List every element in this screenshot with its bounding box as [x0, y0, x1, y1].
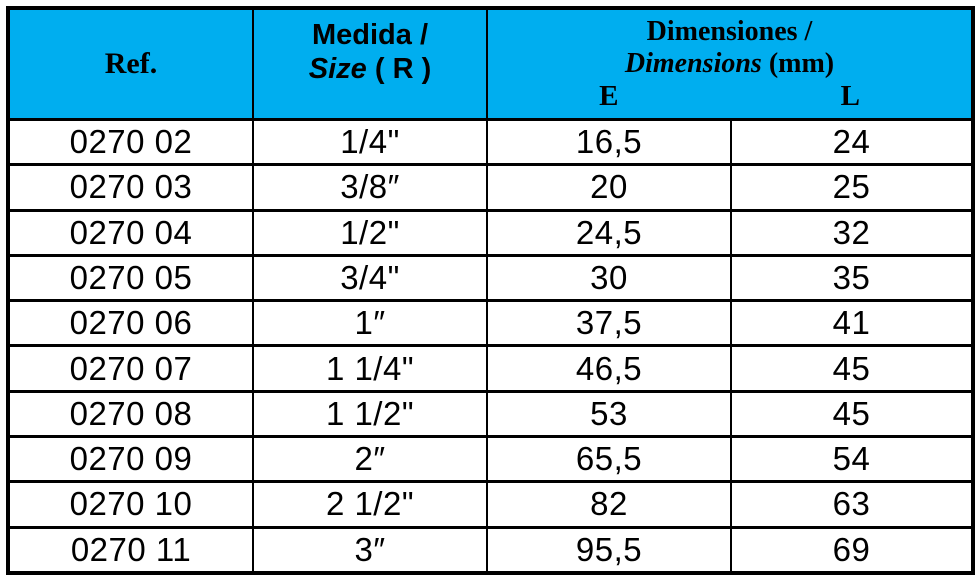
table-row: 0270 11 3″ 95,5 69 — [7, 525, 975, 575]
medida-size-italic: Size — [308, 53, 367, 85]
header-dimensions: Dimensiones / Dimensions (mm) E L — [485, 6, 975, 121]
cell-e: 16,5 — [486, 117, 732, 167]
header-ref: Ref. — [7, 6, 254, 121]
cell-ref: 0270 09 — [7, 434, 254, 484]
cell-size: 3″ — [252, 525, 488, 575]
header-row: Ref. Medida / Size ( R ) Dimensiones / D… — [7, 6, 975, 121]
cell-ref: 0270 07 — [7, 344, 254, 393]
cell-size: 1/4" — [252, 117, 488, 167]
table-row: 0270 02 1/4" 16,5 24 — [7, 117, 975, 167]
cell-ref: 0270 03 — [7, 163, 254, 212]
cell-e: 37,5 — [486, 299, 732, 348]
cell-size: 1″ — [252, 299, 488, 348]
header-medida: Medida / Size ( R ) — [252, 6, 488, 121]
medida-size-suffix: ( R ) — [366, 53, 432, 85]
spec-table: Ref. Medida / Size ( R ) Dimensiones / D… — [6, 6, 976, 575]
subheader-e: E — [599, 80, 619, 112]
cell-ref: 0270 06 — [7, 299, 254, 348]
cell-e: 53 — [486, 389, 732, 438]
table-row: 0270 06 1″ 37,5 41 — [7, 299, 975, 348]
cell-l: 45 — [729, 344, 975, 393]
cell-size: 3/8″ — [252, 163, 488, 212]
cell-l: 69 — [729, 525, 975, 575]
cell-e: 46,5 — [486, 344, 732, 393]
cell-l: 35 — [729, 253, 975, 303]
cell-ref: 0270 08 — [7, 389, 254, 438]
table-row: 0270 09 2″ 65,5 54 — [7, 434, 975, 484]
cell-ref: 0270 04 — [7, 208, 254, 257]
table-row: 0270 08 1 1/2" 53 45 — [7, 389, 975, 438]
dim-line1: Dimensiones / — [646, 16, 813, 47]
cell-ref: 0270 02 — [7, 117, 254, 167]
cell-size: 1 1/2" — [252, 389, 488, 438]
cell-size: 2 1/2" — [252, 480, 488, 529]
medida-line2: Size ( R ) — [254, 52, 486, 86]
dim-line2-italic: Dimensions — [624, 48, 762, 79]
cell-e: 24,5 — [486, 208, 732, 257]
cell-size: 3/4" — [252, 253, 488, 303]
cell-e: 82 — [486, 480, 732, 529]
table-header: Ref. Medida / Size ( R ) Dimensiones / D… — [7, 6, 975, 121]
cell-size: 2″ — [252, 434, 488, 484]
cell-ref: 0270 11 — [7, 525, 254, 575]
table-row: 0270 04 1/2" 24,5 32 — [7, 208, 975, 257]
cell-l: 25 — [729, 163, 975, 212]
cell-l: 24 — [729, 117, 975, 167]
cell-e: 30 — [486, 253, 732, 303]
medida-line1: Medida / — [311, 19, 428, 51]
table-row: 0270 05 3/4" 30 35 — [7, 253, 975, 303]
cell-l: 41 — [729, 299, 975, 348]
dim-line2: Dimensions (mm) — [488, 48, 971, 80]
table-body: 0270 02 1/4" 16,5 24 0270 03 3/8″ 20 25 0270 04 1… — [7, 117, 975, 575]
table-row: 0270 03 3/8″ 20 25 — [7, 163, 975, 212]
cell-ref: 0270 10 — [7, 480, 254, 529]
cell-size: 1 1/4" — [252, 344, 488, 393]
cell-e: 95,5 — [486, 525, 732, 575]
cell-ref: 0270 05 — [7, 253, 254, 303]
cell-l: 54 — [729, 434, 975, 484]
cell-e: 20 — [486, 163, 732, 212]
cell-size: 1/2" — [252, 208, 488, 257]
dim-line2-suffix: (mm) — [761, 48, 835, 79]
subheader-l: L — [840, 80, 860, 112]
table-row: 0270 07 1 1/4" 46,5 45 — [7, 344, 975, 393]
table-row: 0270 10 2 1/2" 82 63 — [7, 480, 975, 529]
header-ref-label: Ref. — [104, 47, 158, 80]
cell-l: 32 — [729, 208, 975, 257]
cell-l: 63 — [729, 480, 975, 529]
dim-subheaders: E L — [488, 81, 971, 111]
cell-e: 65,5 — [486, 434, 732, 484]
cell-l: 45 — [729, 389, 975, 438]
